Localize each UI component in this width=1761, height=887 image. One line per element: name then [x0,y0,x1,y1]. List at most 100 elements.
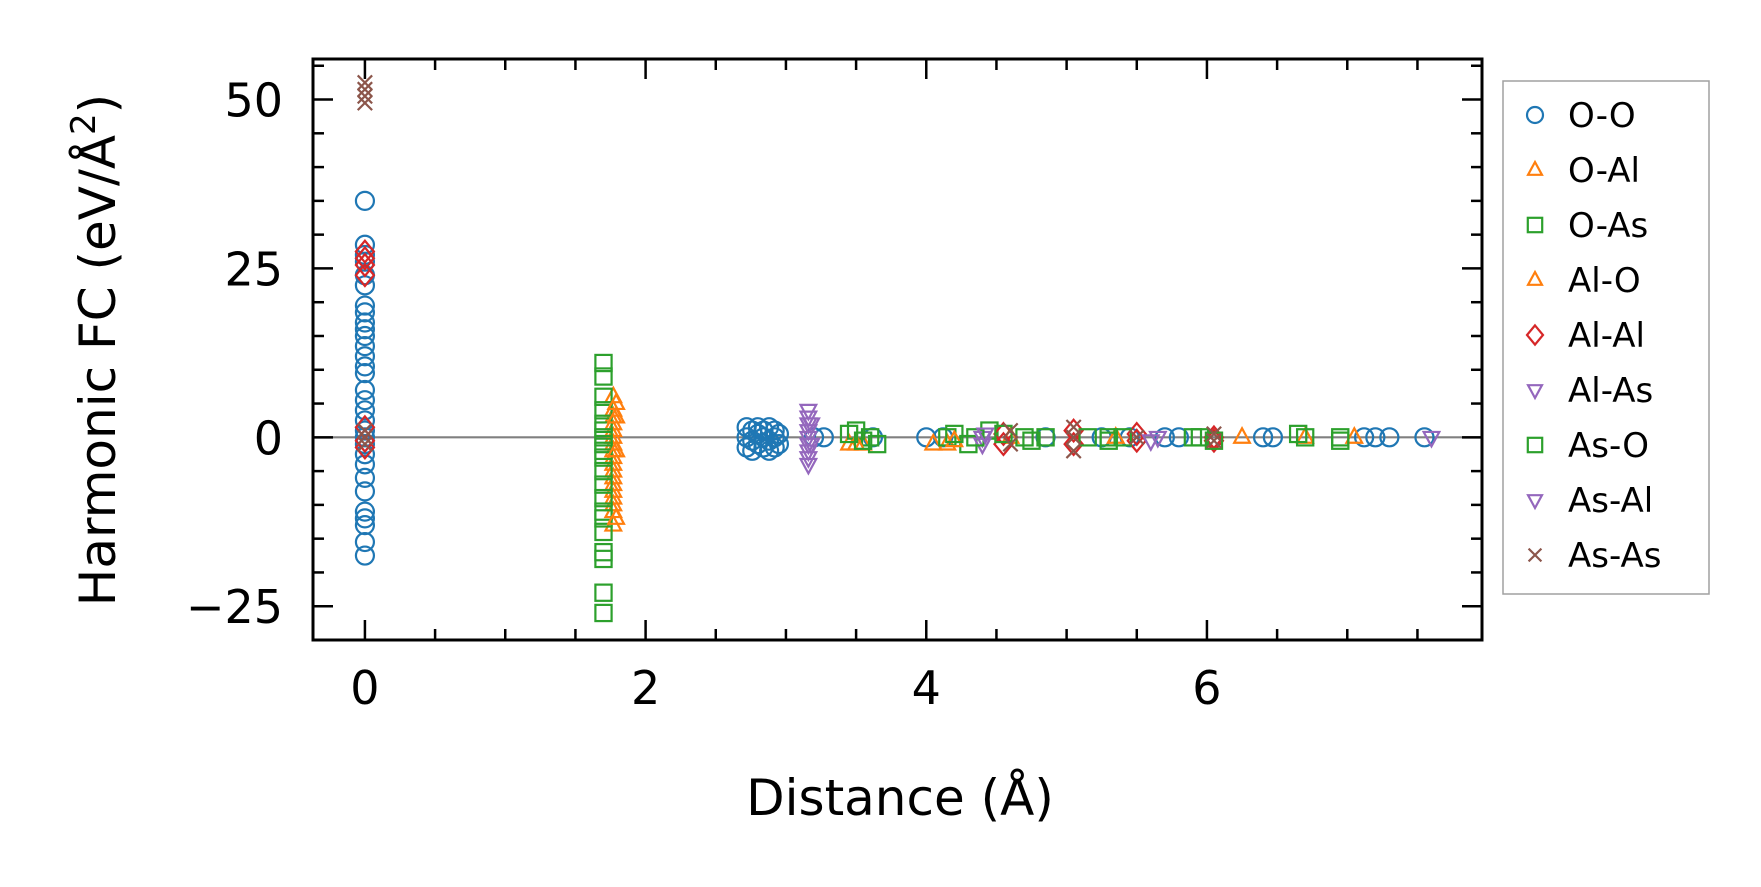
data-point [1354,427,1375,448]
data-point [1190,428,1210,447]
data-point [1232,426,1252,444]
data-point [1365,427,1386,448]
data-point [944,429,965,448]
data-point [798,457,819,476]
data-point [1344,426,1364,444]
legend-marker-icon [1525,105,1545,125]
data-point [354,379,376,401]
data-point [764,420,785,441]
data-point [594,522,613,542]
legend-label: Al-O [1568,261,1641,301]
data-point [356,429,373,446]
plot-frame [311,57,1484,642]
data-point [356,88,373,105]
data-point [356,74,373,91]
legend-label: O-As [1568,206,1648,246]
data-point [1113,428,1132,447]
data-point [606,405,626,424]
legend-marker-icon [1525,323,1545,347]
legend-label: As-Al [1568,481,1653,521]
data-point [354,312,376,333]
data-point [594,475,613,494]
data-point [354,444,376,465]
data-point [354,363,376,384]
data-point [594,448,613,467]
legend: O-O O-Al O-As Al-O Al-Al Al-As As-O As-Al As-As [1502,80,1710,595]
series-o-o [354,190,1435,566]
data-point [1154,427,1175,448]
data-point [994,424,1013,444]
legend-marker-icon [1526,216,1544,234]
legend-item: As-O [1526,426,1649,466]
data-point [1205,425,1222,442]
data-point [839,424,859,444]
data-point [801,437,821,456]
data-points [354,74,1442,623]
data-point [768,423,790,445]
data-point [1252,427,1274,448]
series-as-o [839,424,1350,450]
data-point [768,433,790,455]
data-point [354,325,376,347]
data-point [764,437,785,458]
data-point [354,531,376,553]
axis-ticks: 0 2 4 6 −25 0 25 50 [186,59,1482,715]
data-point [354,545,376,566]
data-point [356,422,373,439]
legend-label: Al-As [1568,371,1653,411]
data-point [354,508,376,529]
data-point [354,295,376,316]
data-point [354,302,376,323]
legend-item: O-Al [1526,151,1640,191]
series-o-al [603,385,1364,532]
data-point [354,467,376,488]
legend-label: O-Al [1568,151,1640,191]
legend-marker-icon [1526,384,1544,401]
series-o-as [594,353,1350,623]
data-point [594,488,613,508]
data-point [923,432,943,451]
legend-item: Al-O [1526,261,1641,301]
legend-label: As-As [1568,536,1661,576]
legend-item: As-Al [1526,481,1653,521]
data-point [1205,432,1222,449]
data-point [594,583,613,602]
data-point [354,234,376,255]
data-point [1063,418,1085,444]
legend-item: Al-Al [1525,316,1645,356]
data-point [1078,428,1097,447]
data-point [1262,427,1283,448]
y-tick-label: −25 [186,580,283,634]
data-point [993,431,1014,457]
x-tick-label: 0 [350,661,379,715]
data-point [594,367,613,386]
data-point [1148,430,1168,449]
data-point [1036,428,1055,447]
data-point [801,417,821,436]
data-point [606,439,626,458]
data-point [354,356,376,377]
data-point [1065,429,1082,446]
data-point [813,427,834,448]
x-tick-label: 2 [631,661,660,715]
data-point [1331,431,1350,450]
data-point [356,94,373,111]
data-point [354,245,376,271]
data-point [1002,422,1019,439]
data-point [354,454,376,475]
legend-marker-icon [1526,269,1544,286]
data-point [356,436,373,453]
data-point [594,542,613,562]
x-tick-label: 6 [1192,661,1221,715]
data-point [354,252,376,278]
legend-item: O-As [1526,206,1648,246]
data-point [853,431,873,450]
data-point [966,428,985,447]
legend-item: O-O [1525,96,1636,136]
y-tick-label: 0 [254,411,283,465]
x-tick-label: 4 [912,661,941,715]
data-point [354,515,376,536]
legend-marker-icon [1527,547,1543,563]
data-point [354,410,376,431]
